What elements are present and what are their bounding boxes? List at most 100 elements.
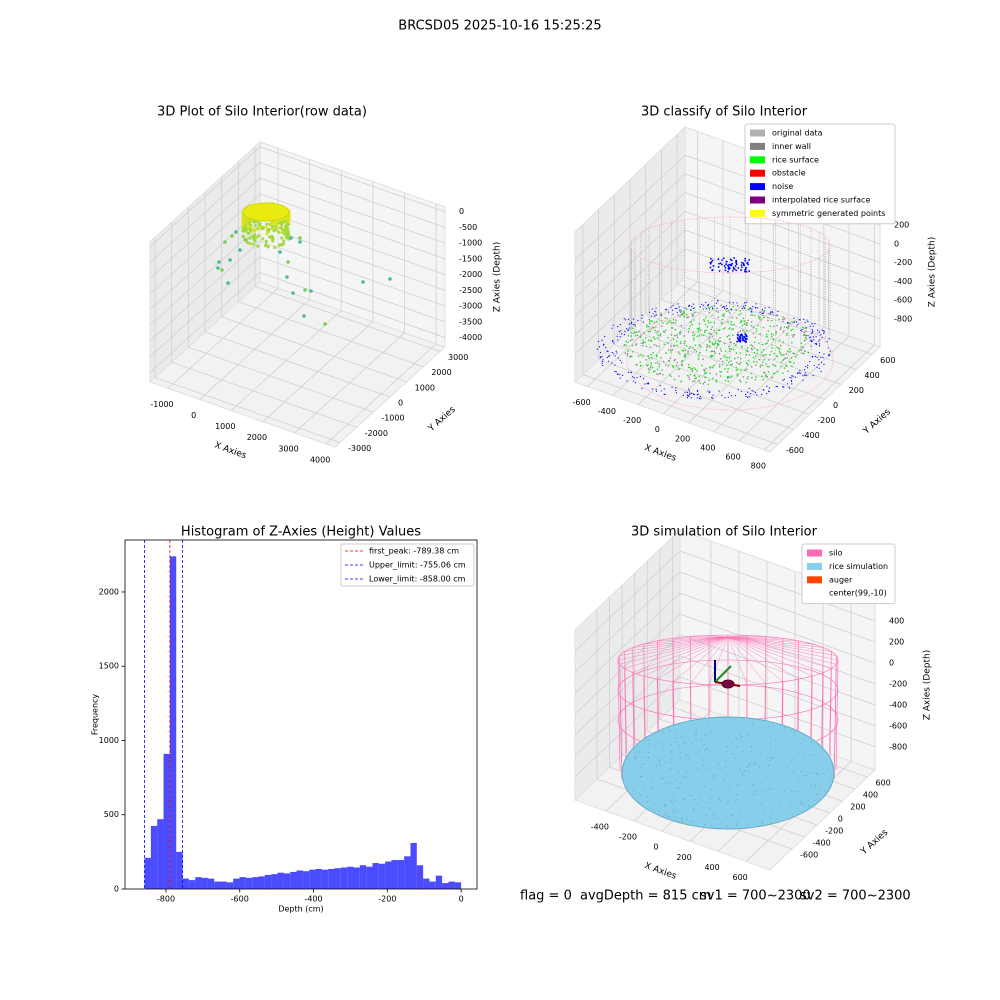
point [743, 331, 746, 333]
point [739, 334, 742, 336]
point [659, 372, 662, 375]
point [740, 261, 743, 264]
grid-line [684, 229, 881, 301]
point [790, 357, 793, 359]
point [782, 341, 785, 343]
point [744, 302, 746, 304]
point [612, 339, 614, 342]
point [675, 389, 677, 392]
point [749, 763, 752, 765]
point [698, 751, 700, 753]
point [667, 320, 670, 323]
z-tick-label: -3500 [459, 317, 482, 326]
point [758, 765, 760, 767]
point [688, 378, 691, 380]
grid-line [171, 361, 357, 428]
point [818, 352, 821, 354]
point [614, 355, 616, 357]
point [739, 738, 741, 741]
point [763, 389, 765, 391]
point [773, 724, 775, 727]
point [745, 337, 747, 340]
point [692, 380, 694, 383]
point [771, 757, 774, 759]
point [754, 762, 756, 764]
point [759, 333, 761, 335]
point [804, 369, 806, 371]
point [815, 794, 817, 796]
point [671, 348, 674, 351]
point [636, 377, 638, 379]
point [671, 797, 673, 799]
point [749, 307, 752, 309]
point [665, 805, 667, 807]
grid-line [629, 329, 826, 400]
point [228, 258, 232, 262]
point [705, 329, 708, 332]
point [708, 336, 711, 339]
point [804, 350, 806, 352]
point [677, 771, 680, 773]
point [628, 327, 631, 329]
point [788, 386, 790, 388]
silo-line [708, 635, 729, 638]
point [730, 360, 732, 362]
point [813, 771, 815, 774]
point [632, 376, 634, 378]
point [660, 357, 662, 359]
point [748, 270, 751, 273]
point [782, 379, 784, 381]
point-clouds [216, 202, 839, 830]
point [811, 356, 814, 358]
point [724, 379, 727, 382]
point [246, 231, 251, 235]
grid-line [149, 193, 261, 295]
bar [283, 873, 291, 889]
point [801, 352, 804, 355]
point [675, 387, 677, 389]
z-tick-label: -800 [894, 314, 912, 323]
point [727, 361, 730, 364]
point [270, 222, 274, 226]
point [796, 325, 798, 327]
point [638, 751, 641, 753]
point [723, 354, 725, 357]
point [670, 375, 672, 378]
point [672, 809, 674, 811]
bar [271, 874, 278, 889]
point [634, 334, 637, 337]
point [615, 371, 617, 373]
point [686, 316, 688, 319]
point [660, 314, 662, 317]
y-tick-label: -1000 [381, 414, 404, 423]
point [718, 270, 721, 272]
point [667, 349, 670, 351]
silo-line [643, 636, 729, 645]
x-tick-label: -1000 [150, 400, 173, 409]
point [766, 392, 768, 395]
point [741, 307, 743, 309]
point [753, 361, 755, 363]
point [761, 821, 763, 823]
point [746, 330, 748, 332]
point [815, 343, 818, 346]
point [820, 334, 822, 336]
y-tick-label: 0 [114, 885, 119, 894]
point [725, 735, 727, 737]
y-tick-label: -2000 [365, 429, 388, 438]
auger-axis [714, 665, 732, 683]
point [693, 380, 696, 382]
point [823, 353, 825, 355]
bar [404, 856, 411, 889]
point [627, 758, 629, 760]
y-tick-label: -3000 [348, 444, 371, 453]
x-tick-label: 600 [725, 452, 740, 461]
point [731, 269, 734, 272]
silo-line [643, 643, 646, 738]
point [663, 393, 665, 396]
point [693, 367, 696, 369]
point [690, 309, 692, 311]
bar [277, 872, 284, 889]
point [795, 791, 797, 793]
point [722, 360, 724, 363]
